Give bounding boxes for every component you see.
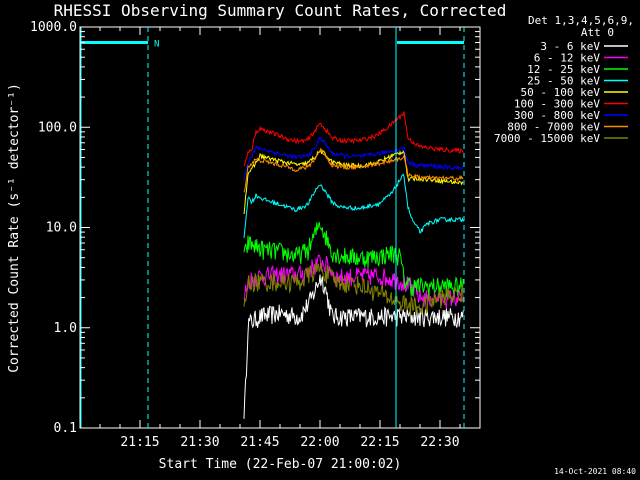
chart-title: RHESSI Observing Summary Count Rates, Co… [54, 1, 507, 20]
legend-label: 6 - 12 keV [534, 52, 601, 65]
x-tick-label: 21:30 [180, 435, 219, 450]
legend-header-line1: Det 1,3,4,5,6,9, [528, 14, 634, 27]
series-layer [243, 111, 464, 419]
legend-label: 12 - 25 keV [527, 63, 600, 76]
plot-frame [79, 26, 481, 429]
night-label: N [154, 40, 159, 50]
x-axis-label: Start Time (22-Feb-07 21:00:02) [159, 457, 402, 472]
legend-label: 25 - 50 keV [527, 75, 600, 88]
series-line [243, 147, 464, 193]
series-line [243, 173, 464, 238]
series-line [243, 136, 464, 181]
y-tick-label: 0.1 [54, 421, 77, 436]
y-axis: 0.1 1.0 10.0 100.0 1000.0 [30, 20, 480, 436]
legend-label: 3 - 6 keV [540, 40, 600, 53]
legend-label: 50 - 100 keV [521, 86, 601, 99]
y-tick-label: 1000.0 [30, 20, 77, 35]
plot-area: N [79, 26, 481, 429]
timestamp: 14-Oct-2021 08:40 [554, 467, 636, 476]
legend-label: 800 - 7000 keV [507, 121, 600, 134]
y-tick-label: 10.0 [46, 221, 77, 236]
series-line [243, 274, 464, 419]
y-axis-label: Corrected Count Rate (s⁻¹ detector⁻¹) [7, 83, 22, 373]
x-tick-label: 22:15 [360, 435, 399, 450]
series-line [243, 149, 464, 215]
y-tick-label: 1.0 [54, 321, 77, 336]
series-line [243, 262, 464, 316]
legend-label: 300 - 800 keV [514, 109, 600, 122]
series-line [243, 221, 464, 297]
legend-label: 7000 - 15000 keV [494, 132, 600, 145]
x-tick-label: 21:15 [120, 435, 159, 450]
x-tick-label: 21:45 [240, 435, 279, 450]
x-axis: 21:15 21:30 21:45 22:00 22:15 22:30 [99, 27, 461, 450]
legend-label: 100 - 300 keV [514, 98, 600, 111]
annotation-layer: N [80, 27, 465, 428]
y-tick-label: 100.0 [38, 120, 77, 135]
legend-header-line2: Att 0 [581, 26, 614, 39]
x-tick-label: 22:30 [420, 435, 459, 450]
x-tick-label: 22:00 [300, 435, 339, 450]
series-line [243, 111, 464, 167]
